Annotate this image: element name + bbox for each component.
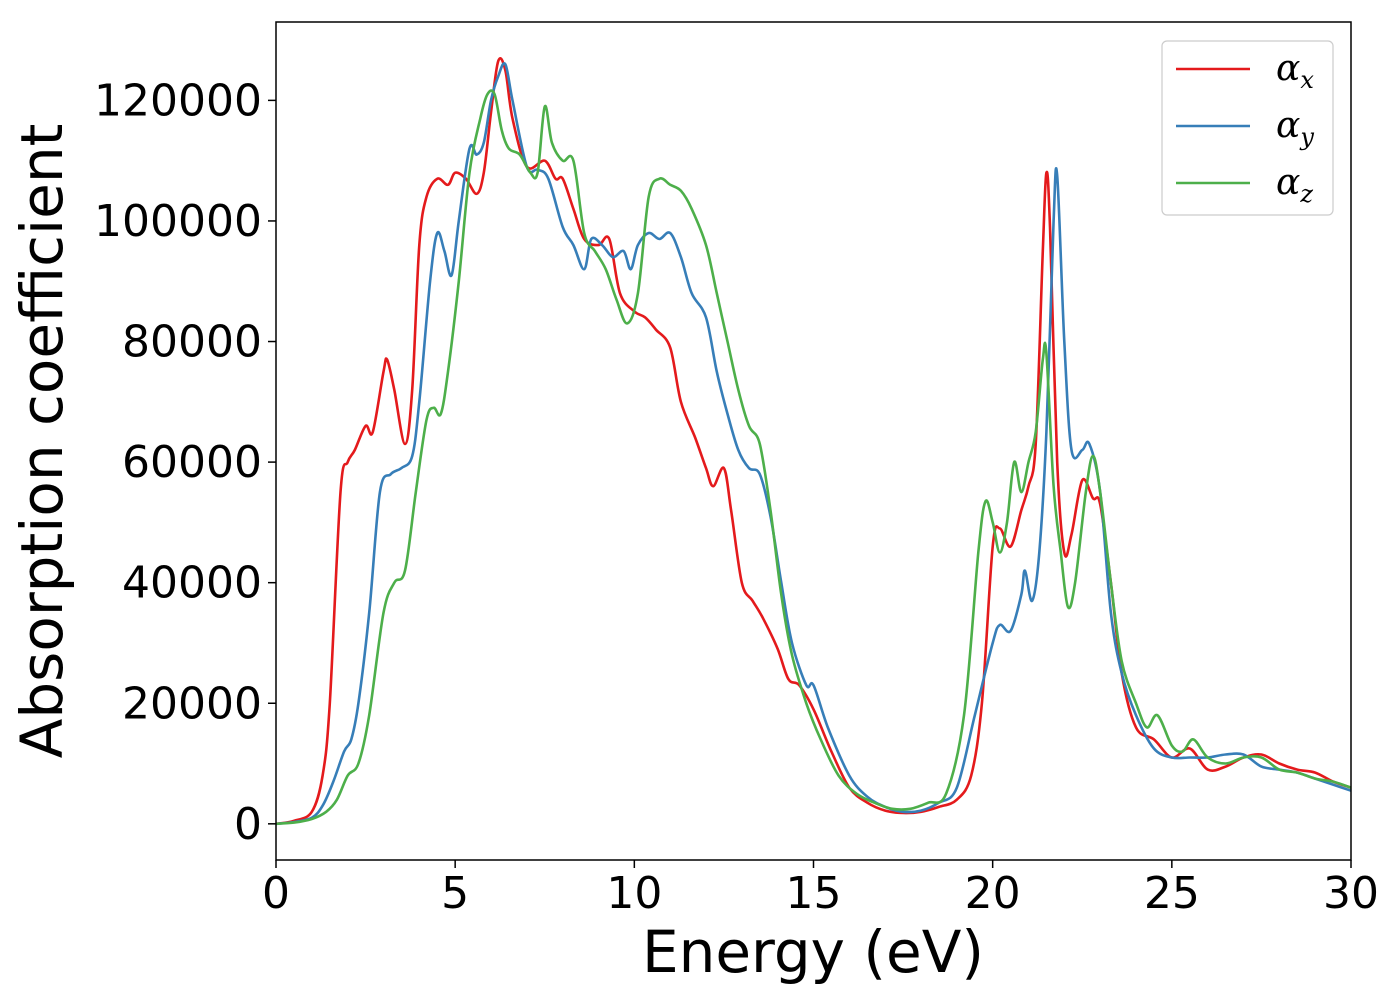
y-tick-label: 80000	[122, 317, 262, 368]
y-tick-label: 0	[234, 799, 262, 850]
x-tick-label: 5	[441, 868, 469, 919]
x-axis-ticks: 0 5 10 15 20 25 30	[262, 860, 1379, 919]
series-line-3	[275, 89, 1352, 826]
x-axis-title: Energy (eV)	[642, 918, 984, 986]
x-tick-label: 10	[606, 868, 662, 919]
series-layer	[275, 57, 1352, 826]
series-line-1	[275, 57, 1352, 826]
y-tick-label: 60000	[122, 437, 262, 488]
x-tick-label: 20	[965, 868, 1021, 919]
x-tick-label: 30	[1323, 868, 1379, 919]
y-tick-label: 40000	[122, 558, 262, 609]
legend-label-3: αz	[1276, 162, 1313, 208]
x-tick-label: 25	[1144, 868, 1200, 919]
legend-box	[1161, 40, 1334, 216]
legend-label-1: αx	[1276, 48, 1314, 94]
legend: αx αy αz	[1161, 40, 1334, 216]
y-tick-label: 20000	[122, 678, 262, 729]
x-tick-label: 0	[262, 868, 290, 919]
y-tick-label: 100000	[94, 196, 262, 247]
y-axis-ticks: 0 20000 40000 60000 80000 100000 120000	[94, 75, 276, 850]
y-axis-title: Absorption coefficient	[8, 124, 76, 759]
y-tick-label: 120000	[94, 75, 262, 126]
legend-label-2: αy	[1276, 105, 1314, 151]
x-tick-label: 15	[786, 868, 842, 919]
